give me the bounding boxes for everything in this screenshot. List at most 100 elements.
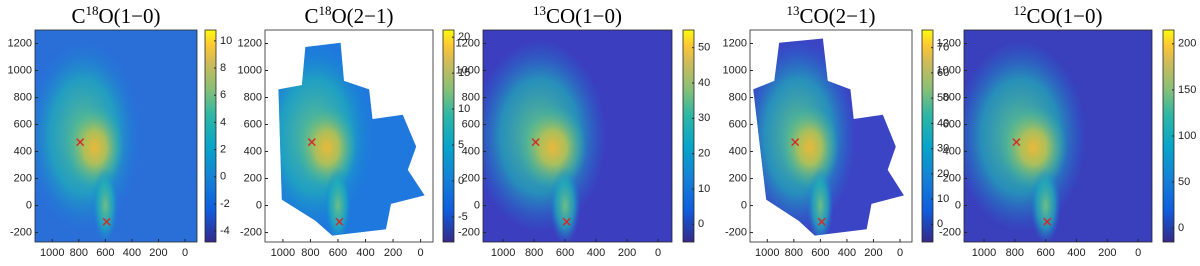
title-part: 13 — [533, 3, 546, 18]
title-part: C — [71, 4, 85, 28]
axes-box — [749, 29, 913, 243]
x-tick-label: 800 — [1006, 247, 1024, 259]
marker — [817, 217, 826, 226]
x-tick-label: 600 — [329, 247, 347, 259]
x-tick-label: 1000 — [271, 247, 295, 259]
x-tick-label: 0 — [1135, 247, 1141, 259]
y-tick-label: 1200 — [937, 37, 961, 49]
colorbar-tick-label: 60 — [937, 67, 949, 79]
colorbar-tick-label: 100 — [1178, 130, 1196, 142]
x-tick-label: 0 — [418, 247, 424, 259]
y-tick-label: 600 — [14, 118, 32, 130]
x-tick-label: 600 — [1036, 247, 1054, 259]
y-tick-label: 400 — [462, 145, 480, 157]
y-tick-label: 800 — [943, 91, 961, 103]
marker — [335, 217, 344, 226]
y-tick-label: 1200 — [238, 37, 262, 49]
y-tick-label: 400 — [244, 145, 262, 157]
map-texture — [92, 167, 119, 242]
y-tick-label: 1200 — [456, 37, 480, 49]
colorbar-tick-label: 8 — [220, 62, 226, 74]
x-tick-label: 600 — [556, 247, 574, 259]
map-texture — [780, 105, 839, 190]
map-image — [35, 30, 197, 242]
map-texture — [296, 105, 358, 190]
colorbar-tick-label: -2 — [220, 198, 230, 210]
x-tick-label: 0 — [655, 247, 661, 259]
colorbar-tick-label: 0 — [937, 218, 943, 230]
colorbar-tick-label: -4 — [220, 225, 230, 237]
marker — [1012, 138, 1021, 147]
x-tick-label: 400 — [356, 247, 374, 259]
y-tick-label: 400 — [14, 145, 32, 157]
y-tick-label: 1200 — [723, 37, 747, 49]
colorbar-tick-label: 150 — [1178, 84, 1196, 96]
x-tick-label: 1000 — [972, 247, 996, 259]
x-tick-label: 200 — [618, 247, 636, 259]
colorbar-tick-label: 50 — [1178, 176, 1190, 188]
colorbar-tick-label: 40 — [937, 117, 949, 129]
y-tick-label: 600 — [943, 118, 961, 130]
x-tick-label: 0 — [182, 247, 188, 259]
x-tick-label: 400 — [1067, 247, 1085, 259]
colorbar-tick-label: 40 — [698, 77, 710, 89]
y-tick-label: 200 — [462, 172, 480, 184]
marker — [307, 138, 316, 147]
colorbar-tick-label: 15 — [458, 67, 470, 79]
map-texture — [324, 167, 352, 236]
title-part: 13 — [786, 3, 799, 18]
map-texture — [1030, 167, 1061, 242]
y-tick-label: 1000 — [238, 64, 262, 76]
map-image — [753, 38, 904, 236]
title-part: CO(1−0) — [546, 4, 622, 28]
title-part: 12 — [1013, 3, 1026, 18]
colorbar-tick-label: 0 — [698, 218, 704, 230]
y-tick-label: 0 — [256, 199, 262, 211]
colorbar-tick-label: 10 — [458, 103, 470, 115]
title-part: CO(2−1) — [799, 4, 875, 28]
x-tick-label: 200 — [1098, 247, 1116, 259]
y-tick-label: 1200 — [8, 37, 32, 49]
colorbar-tick-label: 50 — [937, 92, 949, 104]
x-tick-label: 800 — [785, 247, 803, 259]
x-tick-label: 600 — [811, 247, 829, 259]
y-tick-label: 200 — [729, 172, 747, 184]
y-tick-label: 1000 — [8, 64, 32, 76]
colorbar-tick-label: 10 — [937, 193, 949, 205]
colorbar-tick-label: 20 — [937, 168, 949, 180]
y-tick-label: -200 — [10, 226, 32, 238]
axes-box — [34, 29, 198, 243]
title-part: 18 — [319, 3, 332, 18]
marker — [1043, 217, 1052, 226]
panel-title: C18O(2−1) — [304, 3, 393, 28]
colorbar-tick-label: 0 — [1178, 222, 1184, 234]
panel-title: 13CO(1−0) — [533, 3, 622, 28]
x-tick-label: 600 — [96, 247, 114, 259]
title-part: O(2−1) — [332, 4, 394, 28]
y-tick-label: 200 — [244, 172, 262, 184]
panel-title: 13CO(2−1) — [786, 3, 875, 28]
colorbar-tick-label: 4 — [220, 116, 226, 128]
x-tick-label: 200 — [384, 247, 402, 259]
colorbar-tick-label: 20 — [698, 148, 710, 160]
map-texture — [549, 167, 581, 242]
y-tick-label: 400 — [943, 145, 961, 157]
y-tick-label: 1000 — [937, 64, 961, 76]
y-tick-label: 800 — [462, 91, 480, 103]
title-part: C — [304, 4, 318, 28]
colorbar-tick-label: 0 — [220, 171, 226, 183]
colorbar — [921, 29, 934, 243]
y-tick-label: 800 — [14, 91, 32, 103]
colorbar-tick-label: 200 — [1178, 38, 1196, 50]
marker — [791, 138, 800, 147]
marker — [102, 217, 111, 226]
x-tick-label: 400 — [587, 247, 605, 259]
x-tick-label: 0 — [897, 247, 903, 259]
y-tick-label: 200 — [943, 172, 961, 184]
colorbar-tick-label: 6 — [220, 89, 226, 101]
marker — [562, 217, 571, 226]
axes-box — [963, 29, 1153, 243]
y-tick-label: 600 — [462, 118, 480, 130]
x-tick-label: 800 — [70, 247, 88, 259]
y-tick-label: 600 — [729, 118, 747, 130]
